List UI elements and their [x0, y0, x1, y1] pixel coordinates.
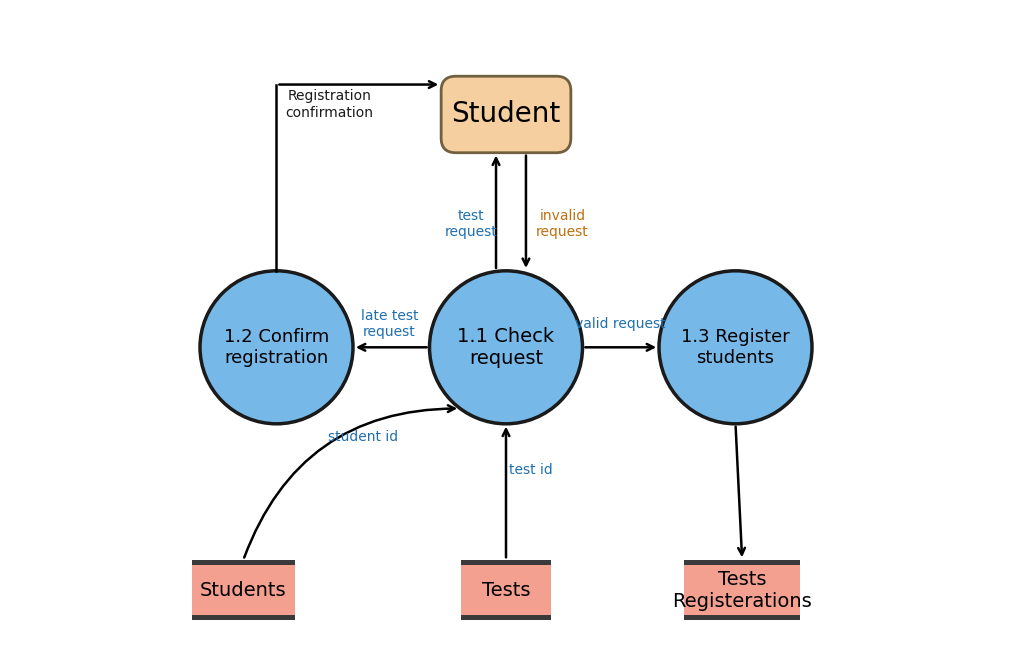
Text: late test
request: late test request [361, 309, 418, 339]
Bar [461, 615, 550, 620]
Text: 1.1 Check
request: 1.1 Check request [457, 327, 554, 368]
Bar [191, 560, 294, 565]
Text: Student: Student [451, 100, 560, 128]
Circle shape [658, 271, 811, 424]
FancyBboxPatch shape [441, 76, 570, 153]
Text: Students: Students [200, 580, 286, 600]
Text: Registration
confirmation: Registration confirmation [285, 90, 373, 120]
FancyBboxPatch shape [191, 560, 294, 620]
Bar [683, 615, 800, 620]
Bar [461, 560, 550, 565]
Text: Tests
Registerations: Tests Registerations [671, 570, 811, 611]
Circle shape [200, 271, 353, 424]
Text: 1.3 Register
students: 1.3 Register students [680, 328, 790, 367]
Circle shape [429, 271, 582, 424]
Text: Tests: Tests [481, 580, 530, 600]
FancyBboxPatch shape [461, 560, 550, 620]
FancyBboxPatch shape [683, 560, 800, 620]
Text: invalid
request: invalid request [536, 209, 588, 239]
Bar [683, 560, 800, 565]
Bar [191, 615, 294, 620]
Text: test id: test id [509, 464, 553, 478]
Text: test
request: test request [444, 209, 496, 239]
FancyArrowPatch shape [244, 405, 454, 558]
Text: student id: student id [328, 430, 397, 444]
Text: 1.2 Confirm
registration: 1.2 Confirm registration [223, 328, 329, 367]
Text: valid request: valid request [574, 317, 665, 331]
